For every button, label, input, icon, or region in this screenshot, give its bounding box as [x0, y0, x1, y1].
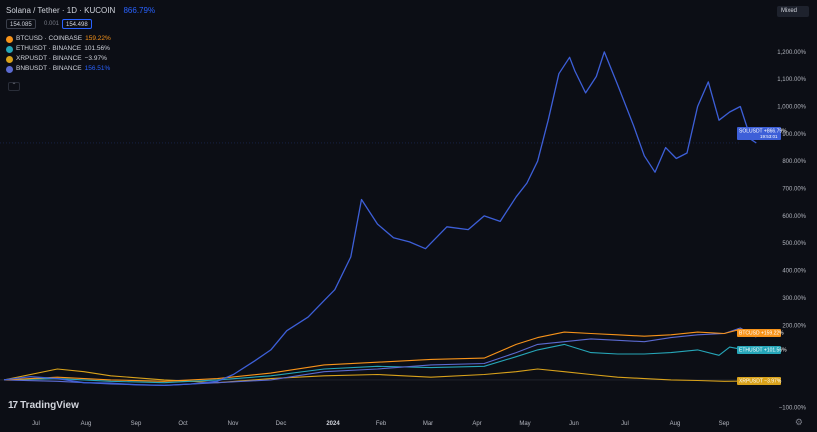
series-line-ethusdt [3, 343, 757, 384]
y-tick-label: 200.00% [782, 323, 806, 329]
x-tick-label: Sep [719, 421, 730, 427]
y-tick-label: 400.00% [782, 269, 806, 275]
y-tick-label: 1,000.00% [777, 105, 806, 111]
series-tag-text: BTCUSD +159.22% [739, 331, 784, 337]
x-tick-label: Aug [670, 421, 681, 427]
x-tick-label: Apr [472, 421, 481, 427]
legend-row[interactable]: BNBUSDT · BINANCE 156.51% [6, 64, 111, 74]
x-tick-label: Aug [81, 421, 92, 427]
legend-symbol: ETHUSDT · BINANCE [16, 45, 82, 52]
y-tick-label: 800.00% [782, 159, 806, 165]
x-tick-label: Nov [228, 421, 239, 427]
chart-header: Solana / Tether · 1D · KUCOIN 866.79% [6, 6, 155, 15]
series-line-btcusd [3, 328, 757, 382]
series-tag-text: XRPUSDT −3.97% [739, 379, 782, 385]
series-tag-text: ETHUSDT +101.56% [739, 348, 787, 354]
legend-row[interactable]: XRPUSDT · BINANCE −3.97% [6, 54, 111, 64]
series-value-tag [737, 329, 781, 337]
spread-value: 0.001 [44, 21, 60, 27]
y-tick-label: 300.00% [782, 296, 806, 302]
brand-name: TradingView [20, 400, 79, 411]
x-tick-label: Jun [569, 421, 579, 427]
x-tick-label: Sep [131, 421, 142, 427]
sell-price-box[interactable]: 154.085 [6, 19, 36, 29]
x-tick-label: Mar [423, 421, 433, 427]
x-tick-label: Jul [621, 421, 629, 427]
legend-symbol: BNBUSDT · BINANCE [16, 65, 82, 72]
series-tag-subtext: 19:53:01 [760, 134, 778, 139]
series-value-tag [737, 377, 781, 385]
y-tick-label: 900.00% [782, 132, 806, 138]
series-value-tag [737, 346, 781, 354]
tradingview-mark-icon: 17 [8, 400, 18, 411]
series-value-tag [737, 127, 781, 140]
y-tick-label: −100.00% [779, 405, 807, 411]
x-tick-label: Feb [376, 421, 387, 427]
chevron-up-icon[interactable]: ⌃ [8, 82, 20, 91]
legend-value: 159.22% [85, 35, 111, 42]
legend-row[interactable]: BTCUSD · COINBASE 159.22% [6, 34, 111, 44]
legend-value: 156.51% [84, 65, 111, 72]
legend-value: −3.97% [84, 55, 107, 62]
legend-value: 101.56% [84, 45, 110, 52]
legend-symbol: XRPUSDT · BINANCE [16, 55, 82, 62]
tradingview-logo: 17 TradingView [8, 400, 79, 411]
y-tick-label: 1,100.00% [777, 77, 806, 83]
series-line-xrpusdt [3, 368, 757, 384]
y-tick-label: 600.00% [782, 214, 806, 220]
symbol-title[interactable]: Solana / Tether · 1D · KUCOIN [6, 6, 116, 15]
y-tick-label: 500.00% [782, 241, 806, 247]
x-tick-label: Dec [276, 421, 287, 427]
y-tick-label: 1,200.00% [777, 50, 806, 56]
x-tick-label: May [519, 421, 530, 427]
series-color-icon [6, 45, 13, 53]
series-tag-text: SOLUSDT +866.79% [739, 129, 787, 135]
legend-row[interactable]: ETHUSDT · BINANCE 101.56% [6, 44, 111, 54]
compare-legend: BTCUSD · COINBASE 159.22% ETHUSDT · BINANC… [6, 34, 111, 74]
x-tick-label: Jul [32, 421, 40, 427]
buy-price-box[interactable]: 154.498 [62, 19, 92, 29]
gear-icon[interactable]: ⚙ [794, 417, 803, 427]
series-color-icon [6, 65, 13, 73]
x-tick-label: Oct [178, 421, 188, 427]
legend-symbol: BTCUSD · COINBASE [16, 35, 83, 42]
series-color-icon [6, 55, 13, 63]
scale-mode-button[interactable]: Mixed [777, 6, 809, 17]
series-color-icon [6, 35, 13, 43]
main-change-percent: 866.79% [123, 6, 156, 15]
y-tick-label: 700.00% [782, 187, 806, 193]
series-line-solusdt [3, 51, 757, 387]
x-tick-label: 2024 [326, 421, 340, 427]
